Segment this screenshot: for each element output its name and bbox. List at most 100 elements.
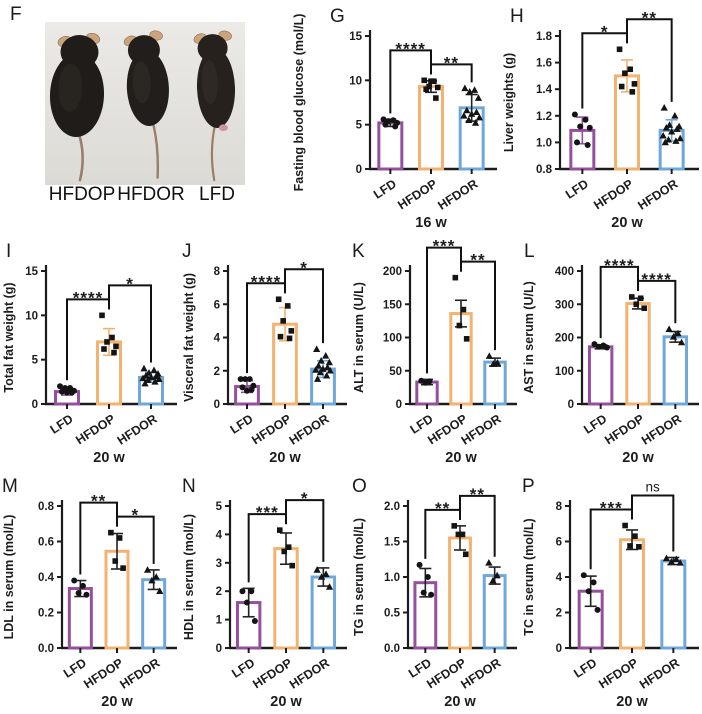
panel-J-chart: J 0 2 4 6 8 Visceral fat weight (g) LFD HFDOP HFD… bbox=[180, 235, 350, 470]
mouse-hfdop bbox=[49, 32, 105, 182]
svg-text:1.8: 1.8 bbox=[536, 31, 553, 43]
svg-text:**: ** bbox=[470, 485, 485, 504]
svg-text:0.4: 0.4 bbox=[38, 572, 55, 584]
svg-text:1.4: 1.4 bbox=[536, 84, 553, 96]
svg-text:2.0: 2.0 bbox=[384, 501, 400, 513]
svg-text:HFDOR: HFDOR bbox=[287, 656, 332, 692]
panel-F: F bbox=[0, 0, 290, 235]
svg-text:1: 1 bbox=[216, 615, 223, 627]
svg-text:****: **** bbox=[73, 288, 103, 307]
svg-text:HFDOR: HFDOR bbox=[115, 412, 160, 448]
svg-text:***: *** bbox=[256, 503, 279, 522]
svg-text:6: 6 bbox=[214, 299, 220, 311]
svg-text:100: 100 bbox=[555, 366, 574, 378]
svg-text:0: 0 bbox=[32, 399, 38, 411]
svg-text:0.6: 0.6 bbox=[38, 537, 54, 549]
svg-text:1.2: 1.2 bbox=[536, 111, 552, 123]
svg-text:20 w: 20 w bbox=[269, 450, 301, 466]
svg-text:16 w: 16 w bbox=[415, 215, 447, 231]
mouse-label-hfdor: HFDOR bbox=[117, 184, 185, 205]
svg-text:100: 100 bbox=[383, 333, 402, 345]
svg-text:0: 0 bbox=[556, 643, 562, 655]
svg-text:1.6: 1.6 bbox=[536, 58, 552, 70]
svg-text:5: 5 bbox=[356, 120, 363, 132]
svg-text:LFD: LFD bbox=[563, 177, 591, 202]
svg-text:***: *** bbox=[600, 499, 623, 518]
svg-text:0.0: 0.0 bbox=[38, 643, 54, 655]
panel-N-chart: N 0 1 2 3 4 5 HDL in serum (mol/L) LFD HFDOP HFDOR… bbox=[180, 470, 350, 714]
svg-text:**: ** bbox=[91, 492, 106, 511]
svg-text:50: 50 bbox=[389, 366, 402, 378]
panel-H-chart: H 0.8 1.0 1.2 1.4 1.6 1.8 Liver weights (g) LFD H… bbox=[500, 0, 702, 235]
svg-text:N: N bbox=[182, 476, 196, 497]
svg-text:0.8: 0.8 bbox=[536, 164, 553, 176]
svg-text:4: 4 bbox=[214, 333, 221, 345]
svg-text:L: L bbox=[524, 241, 535, 262]
panel-K-chart: K 0 50 100 150 200 ALT in serum (U/L) LFD HFDOP H… bbox=[350, 235, 520, 470]
svg-text:1.5: 1.5 bbox=[384, 537, 401, 549]
svg-text:0: 0 bbox=[216, 643, 222, 655]
svg-text:****: **** bbox=[251, 272, 281, 291]
svg-text:2: 2 bbox=[556, 608, 562, 620]
svg-text:3: 3 bbox=[216, 558, 222, 570]
svg-text:HFDOR: HFDOR bbox=[287, 412, 332, 448]
svg-text:*: * bbox=[126, 274, 134, 293]
svg-text:LFD: LFD bbox=[571, 656, 599, 681]
svg-text:TC in serum (mol/L): TC in serum (mol/L) bbox=[522, 518, 536, 635]
svg-text:0: 0 bbox=[396, 399, 402, 411]
svg-text:LDL in serum (mol/L): LDL in serum (mol/L) bbox=[2, 515, 16, 640]
panel-G-chart: G 0 5 10 15 Fasting blood glucose (mol/L) LFD H… bbox=[290, 0, 500, 235]
svg-text:****: **** bbox=[604, 256, 634, 275]
svg-text:1.0: 1.0 bbox=[384, 572, 400, 584]
svg-text:1.0: 1.0 bbox=[536, 137, 552, 149]
svg-text:*: * bbox=[132, 506, 140, 525]
svg-text:HFDOP: HFDOP bbox=[596, 656, 640, 692]
svg-text:0: 0 bbox=[356, 164, 362, 176]
svg-text:HFDOR: HFDOR bbox=[435, 177, 480, 213]
svg-text:HFDOP: HFDOP bbox=[81, 656, 125, 692]
mice-photo bbox=[0, 0, 290, 240]
svg-text:0.8: 0.8 bbox=[38, 501, 55, 513]
svg-text:20 w: 20 w bbox=[445, 450, 477, 466]
svg-text:4: 4 bbox=[556, 572, 563, 584]
panel-O-chart: O 0.0 0.5 1.0 1.5 2.0 TG in serum (mol/L) LFD HF… bbox=[350, 470, 520, 714]
mice-group-labels: HFDOP HFDOR LFD bbox=[45, 184, 250, 208]
figure-row-1: F bbox=[0, 0, 702, 235]
svg-text:P: P bbox=[522, 476, 535, 497]
svg-text:15: 15 bbox=[349, 31, 362, 43]
svg-text:0: 0 bbox=[214, 399, 220, 411]
svg-text:J: J bbox=[182, 241, 192, 262]
svg-text:LFD: LFD bbox=[228, 412, 256, 437]
svg-text:K: K bbox=[352, 241, 365, 262]
svg-text:20 w: 20 w bbox=[101, 694, 133, 710]
svg-text:*: * bbox=[601, 22, 609, 41]
svg-text:20 w: 20 w bbox=[270, 694, 302, 710]
svg-text:**: ** bbox=[444, 53, 459, 72]
svg-text:**: ** bbox=[435, 499, 450, 518]
svg-text:4: 4 bbox=[216, 529, 223, 541]
mouse-lfd bbox=[193, 30, 236, 182]
svg-text:G: G bbox=[330, 6, 345, 27]
svg-text:HFDOP: HFDOP bbox=[602, 412, 646, 448]
svg-text:HFDOP: HFDOP bbox=[395, 177, 439, 213]
svg-text:*: * bbox=[300, 258, 308, 277]
svg-text:HFDOP: HFDOP bbox=[249, 412, 293, 448]
svg-text:H: H bbox=[510, 6, 524, 27]
svg-text:5: 5 bbox=[32, 355, 39, 367]
svg-text:HFDOP: HFDOP bbox=[250, 656, 294, 692]
svg-text:8: 8 bbox=[214, 266, 221, 278]
svg-text:10: 10 bbox=[349, 75, 362, 87]
svg-text:20 w: 20 w bbox=[611, 215, 643, 231]
svg-text:200: 200 bbox=[555, 333, 574, 345]
svg-text:300: 300 bbox=[555, 299, 574, 311]
svg-text:0.0: 0.0 bbox=[384, 643, 400, 655]
svg-text:20 w: 20 w bbox=[616, 694, 648, 710]
svg-text:HFDOR: HFDOR bbox=[635, 177, 680, 213]
panel-letter-F: F bbox=[10, 4, 22, 25]
svg-text:150: 150 bbox=[383, 299, 402, 311]
